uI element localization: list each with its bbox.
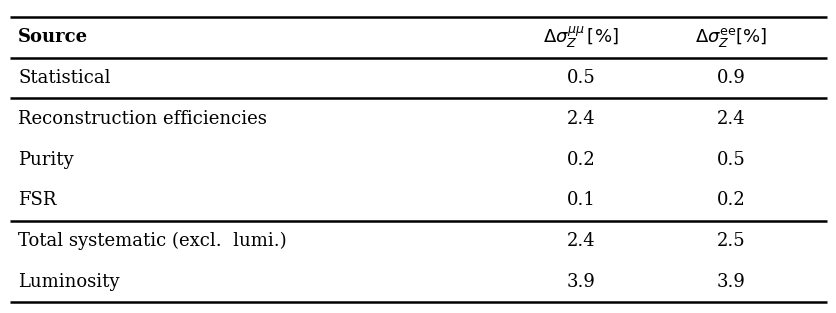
Text: 0.1: 0.1	[566, 191, 595, 209]
Text: FSR: FSR	[18, 191, 56, 209]
Text: Total systematic (excl.  lumi.): Total systematic (excl. lumi.)	[18, 232, 287, 250]
Text: $\Delta\sigma_Z^{\mathrm{ee}}[\%]$: $\Delta\sigma_Z^{\mathrm{ee}}[\%]$	[695, 26, 767, 49]
Text: 0.5: 0.5	[566, 69, 595, 87]
Text: 2.5: 2.5	[716, 232, 745, 250]
Text: Reconstruction efficiencies: Reconstruction efficiencies	[18, 110, 267, 128]
Text: 2.4: 2.4	[716, 110, 745, 128]
Text: 0.2: 0.2	[566, 151, 595, 169]
Text: 2.4: 2.4	[566, 110, 594, 128]
Text: 0.9: 0.9	[716, 69, 745, 87]
Text: 3.9: 3.9	[566, 273, 595, 291]
Text: $\Delta\sigma_Z^{\mu\mu}\,[\%]$: $\Delta\sigma_Z^{\mu\mu}\,[\%]$	[543, 25, 619, 50]
Text: 0.5: 0.5	[716, 151, 745, 169]
Text: Luminosity: Luminosity	[18, 273, 120, 291]
Text: Statistical: Statistical	[18, 69, 110, 87]
Text: 0.2: 0.2	[716, 191, 745, 209]
Text: 3.9: 3.9	[716, 273, 745, 291]
Text: 2.4: 2.4	[566, 232, 594, 250]
Text: Purity: Purity	[18, 151, 74, 169]
Text: Source: Source	[18, 28, 88, 46]
